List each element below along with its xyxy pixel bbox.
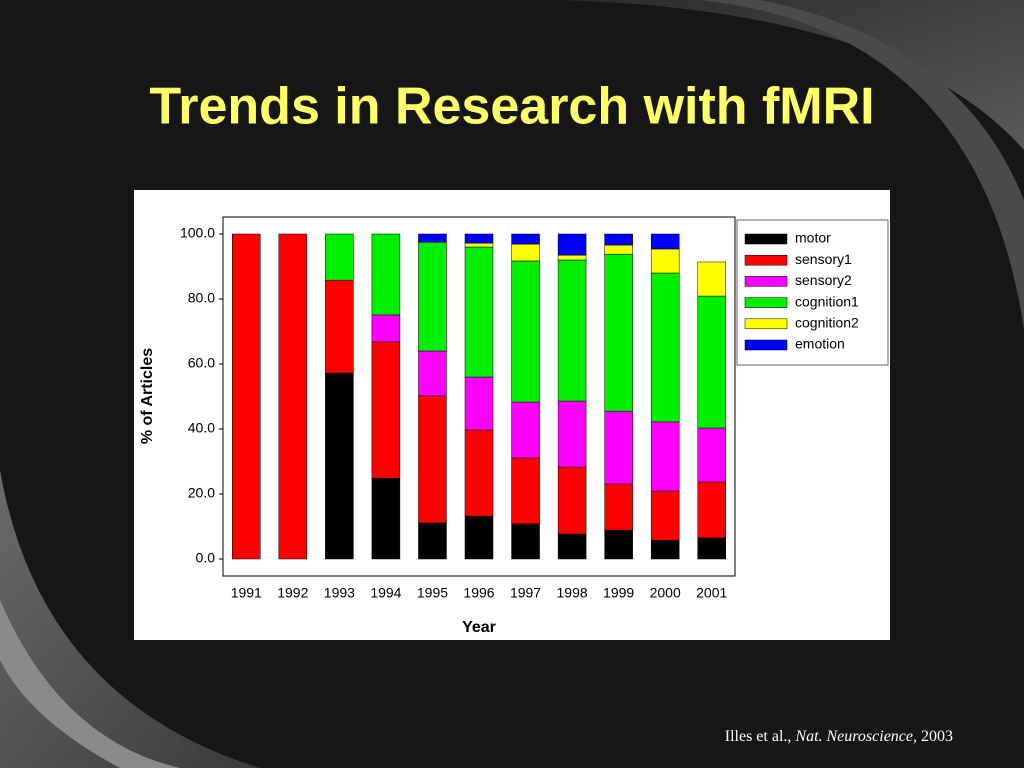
bar-segment — [418, 522, 447, 560]
bar-segment — [371, 477, 401, 560]
x-tick-label: 1991 — [231, 585, 262, 601]
citation-year: 2003 — [921, 728, 953, 745]
bar-segment — [511, 243, 540, 262]
bar-segment — [511, 401, 540, 459]
bar-segment — [464, 242, 494, 248]
bar-segment — [650, 421, 680, 492]
y-tick-label: 20.0 — [188, 485, 215, 501]
legend-label: cognition1 — [795, 293, 859, 309]
x-tick-label: 2001 — [696, 585, 727, 601]
bar-segment — [464, 515, 494, 560]
bar-segment — [697, 261, 726, 297]
y-axis-label: % of Articles — [139, 348, 156, 444]
bar-segment — [418, 395, 447, 524]
bar-segment — [511, 260, 540, 403]
x-axis-label: Year — [462, 619, 496, 636]
bar-segment — [650, 539, 680, 560]
y-tick-label: 100.0 — [180, 225, 215, 241]
bar-segment — [604, 244, 633, 255]
citation-authors: Illes et al., — [725, 728, 792, 745]
bar-segment — [557, 233, 587, 256]
bar-segment — [232, 233, 261, 560]
citation: Illes et al., Nat. Neuroscience, 2003 — [725, 728, 953, 745]
x-tick-label: 1993 — [324, 585, 355, 601]
bar-segment — [511, 233, 540, 245]
y-tick-label: 60.0 — [188, 355, 215, 371]
legend-swatch — [744, 339, 788, 351]
swoosh — [560, 0, 1024, 150]
legend-swatch — [744, 318, 788, 330]
bar-segment — [557, 533, 587, 560]
x-tick-label: 1999 — [603, 585, 634, 601]
legend-label: sensory2 — [795, 272, 852, 288]
y-tick-label: 40.0 — [188, 420, 215, 436]
bar-segment — [511, 457, 540, 525]
bar-segment — [697, 295, 726, 429]
x-tick-label: 1996 — [463, 585, 494, 601]
bar-segment — [650, 490, 680, 541]
bar-segment — [278, 233, 308, 560]
bar-segment — [418, 233, 447, 243]
plot-frame — [222, 216, 736, 577]
bar-segment — [697, 537, 726, 560]
bar-segment — [371, 341, 401, 479]
x-tick-label: 1998 — [557, 585, 588, 601]
swoosh — [0, 470, 260, 768]
x-tick-label: 1992 — [277, 585, 308, 601]
legend-label: motor — [795, 230, 831, 246]
bar-segment — [557, 254, 587, 261]
bar-segment — [557, 400, 587, 468]
legend-swatch — [744, 276, 788, 287]
bar-segment — [464, 246, 494, 378]
legend-label: cognition2 — [795, 315, 859, 331]
x-tick-label: 1997 — [510, 585, 541, 601]
bar-segment — [604, 253, 633, 412]
legend-label: sensory1 — [795, 251, 852, 267]
bar-segment — [325, 233, 354, 281]
legend-swatch — [744, 297, 788, 308]
bar-segment — [557, 259, 587, 402]
bar-segment — [650, 248, 680, 274]
x-tick-label: 2000 — [650, 585, 681, 601]
y-tick-label: 80.0 — [188, 290, 215, 306]
legend-label: emotion — [795, 336, 845, 352]
bar-segment — [697, 481, 726, 539]
bar-segment — [604, 233, 633, 246]
citation-journal: Nat. Neuroscience, — [794, 728, 917, 745]
swoosh — [0, 600, 180, 768]
bar-segment — [418, 241, 447, 352]
bar-segment — [650, 233, 680, 250]
x-tick-label: 1994 — [370, 585, 401, 601]
legend-swatch — [744, 254, 788, 266]
bar-segment — [464, 376, 494, 431]
bar-segment — [325, 372, 354, 560]
bar-segment — [511, 523, 540, 560]
bar-segment — [418, 350, 447, 397]
bar-segment — [371, 233, 401, 316]
x-tick-label: 1995 — [417, 585, 448, 601]
bar-segment — [697, 427, 726, 483]
title: Trends in Research with fMRI — [149, 78, 874, 136]
bar-segment — [325, 279, 354, 374]
bar-segment — [371, 314, 401, 343]
bar-segment — [557, 466, 587, 535]
bar-segment — [604, 529, 633, 560]
y-tick-label: 0.0 — [196, 550, 216, 566]
bar-segment — [604, 483, 633, 531]
legend-swatch — [744, 233, 788, 245]
bar-segment — [650, 272, 680, 423]
bar-segment — [464, 233, 494, 244]
bar-segment — [604, 410, 633, 485]
bar-segment — [464, 429, 494, 517]
